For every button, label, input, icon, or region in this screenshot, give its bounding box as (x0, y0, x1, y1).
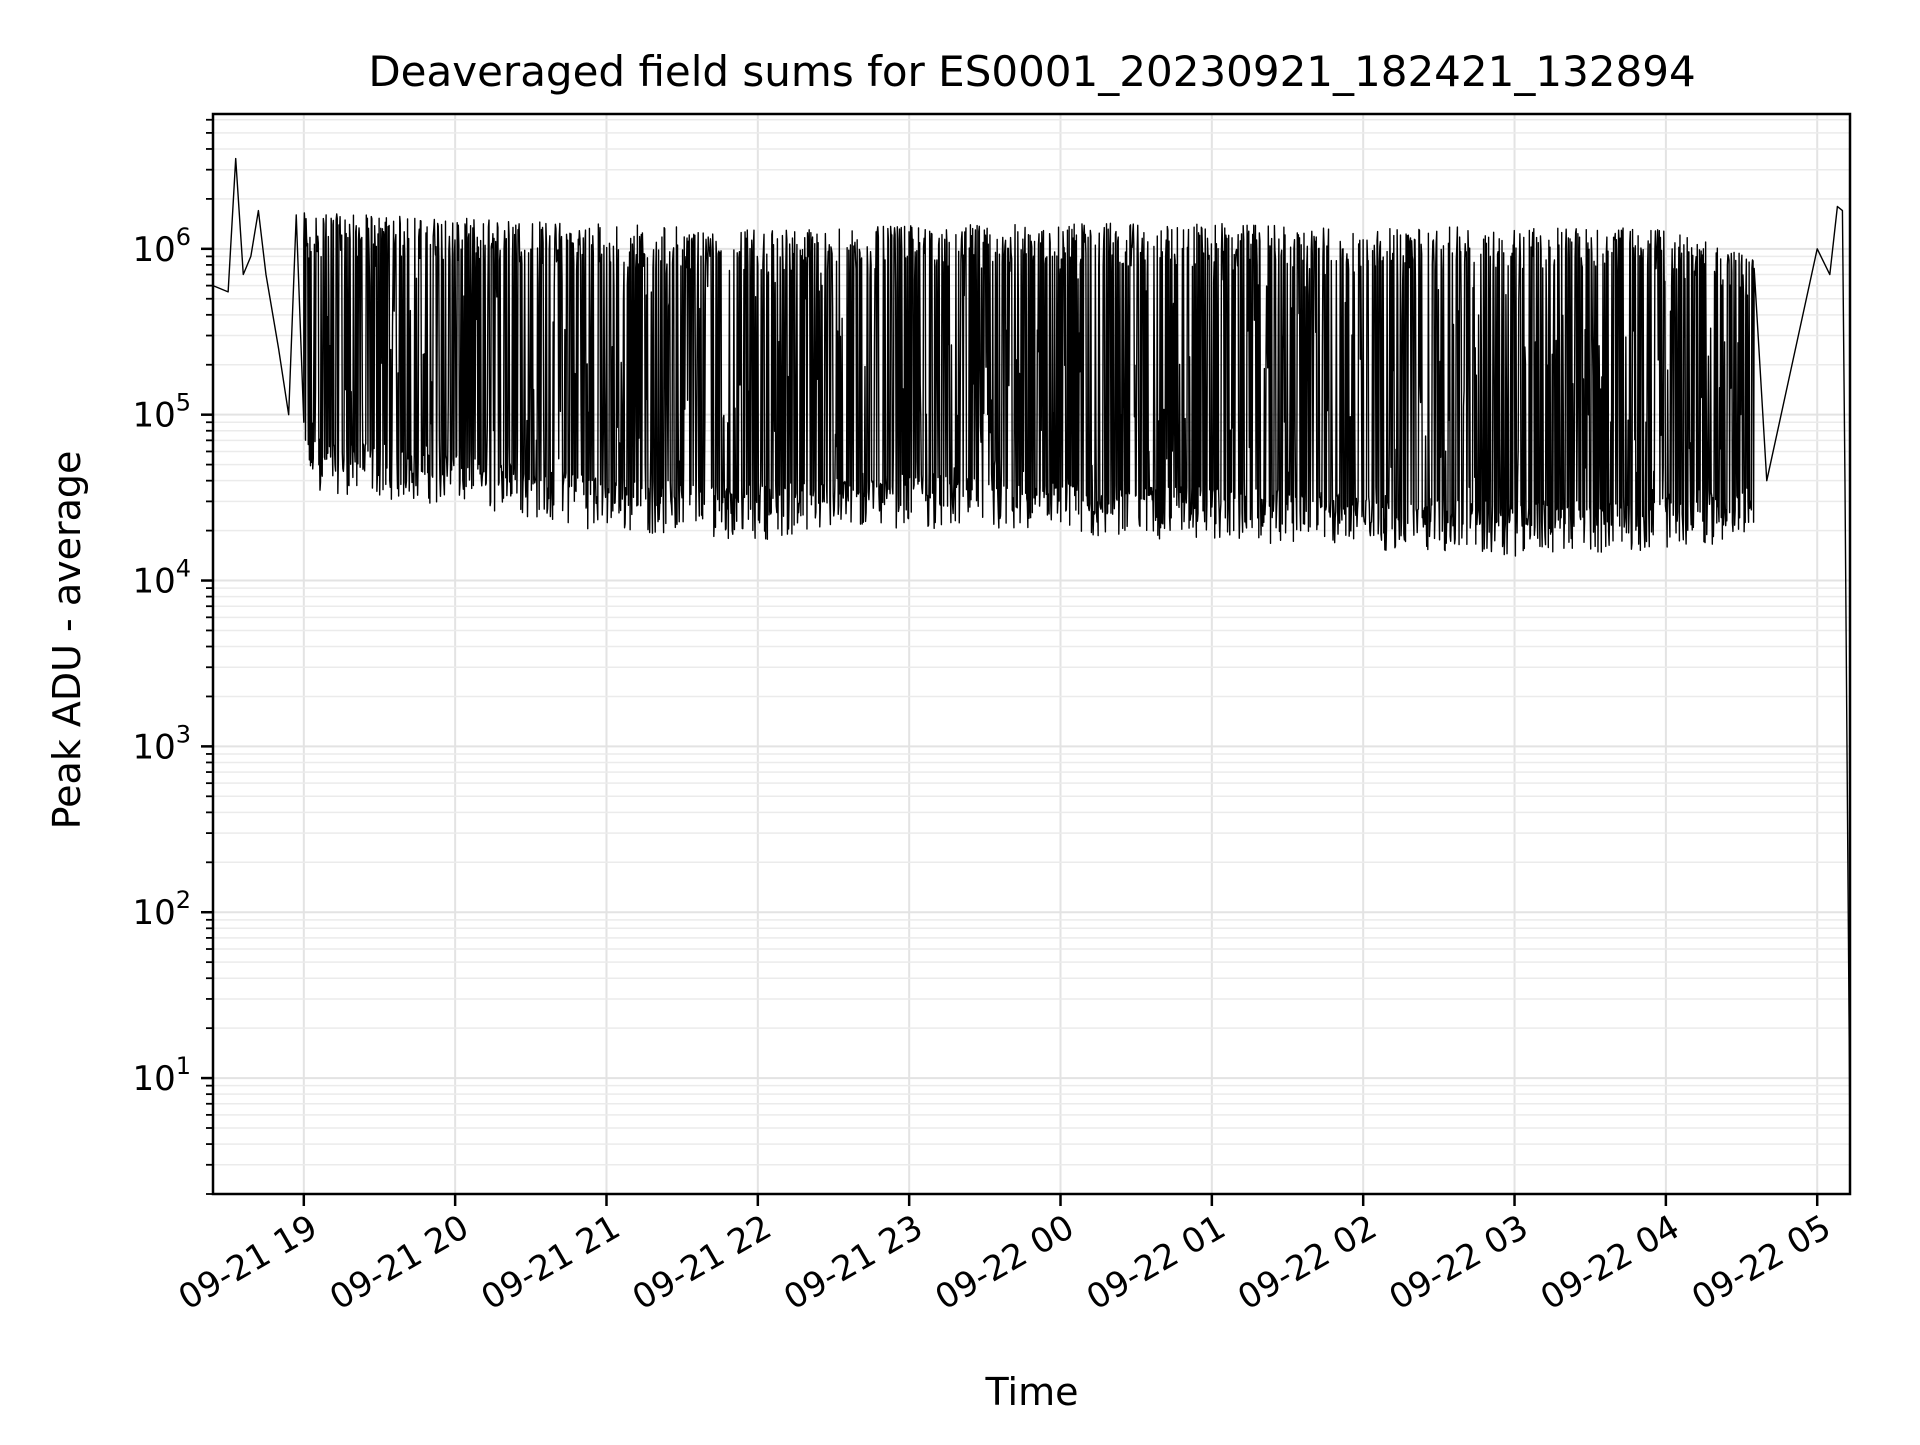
x-tick-label: 09-21 20 (323, 1207, 475, 1318)
x-axis-label: Time (985, 1370, 1079, 1414)
y-axis-label: Peak ADU - average (45, 451, 89, 830)
x-tick-label: 09-22 03 (1383, 1207, 1535, 1318)
x-tick-label: 09-21 19 (172, 1207, 324, 1318)
x-tick-label: 09-21 23 (777, 1207, 929, 1318)
series-line (212, 157, 1851, 1145)
y-tick-label: 104 (132, 555, 191, 602)
x-tick-label: 09-22 02 (1231, 1207, 1383, 1318)
x-tick-label: 09-22 00 (929, 1207, 1081, 1318)
y-tick-label: 102 (132, 886, 191, 933)
y-tick-label: 106 (132, 223, 191, 270)
x-tick-label: 09-21 21 (475, 1207, 627, 1318)
chart-title: Deaveraged field sums for ES0001_2023092… (368, 47, 1695, 96)
y-tick-label: 103 (132, 720, 191, 767)
x-tick-label: 09-21 22 (626, 1207, 778, 1318)
series-layer (212, 157, 1851, 1145)
x-tick-label: 09-22 04 (1534, 1207, 1686, 1318)
plot-frame (211, 112, 1852, 1196)
x-tick-label: 09-22 01 (1080, 1207, 1232, 1318)
y-tick-label: 105 (132, 389, 191, 436)
y-tick-label: 101 (132, 1052, 191, 1099)
x-tick-label: 09-22 05 (1685, 1207, 1837, 1318)
